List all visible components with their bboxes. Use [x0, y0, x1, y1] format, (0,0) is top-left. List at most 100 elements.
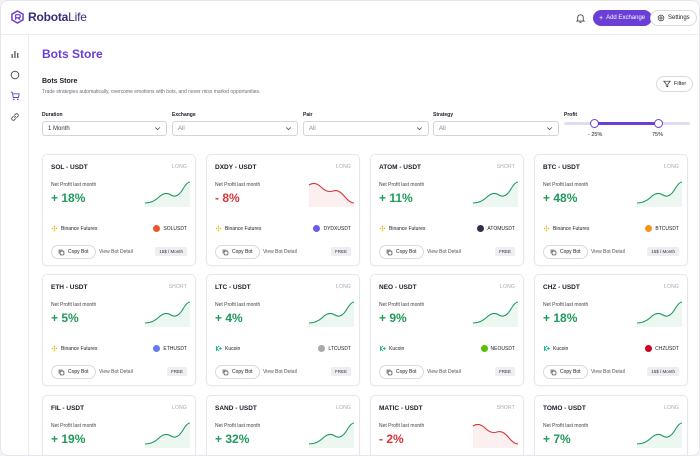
- copy-bot-button[interactable]: Copy Bot: [51, 245, 96, 259]
- bot-card-ltc-usdt[interactable]: LTC - USDT LONG Net Profit last month + 4% …: [206, 274, 360, 386]
- chevron-down-icon: [417, 127, 422, 131]
- filter-button[interactable]: Filter: [656, 76, 694, 92]
- bot-card-tomo-usdt[interactable]: TOMO - USDT LONG Net Profit last month + 7%: [534, 395, 688, 455]
- sidebar: [1, 35, 29, 455]
- kucoin-icon: [543, 345, 550, 352]
- bot-card-btc-usdt[interactable]: BTC - USDT LONG Net Profit last month + 48%…: [534, 154, 688, 266]
- pair-name: SOLUSDT: [163, 225, 187, 232]
- profit-sparkline: [472, 301, 519, 327]
- copy-bot-button[interactable]: Copy Bot: [51, 365, 96, 379]
- pair: ATOMUSDT: [477, 225, 515, 232]
- copy-icon: [550, 369, 557, 375]
- profit-sparkline: [308, 182, 355, 207]
- duration-select[interactable]: 1 Month: [42, 121, 167, 136]
- bot-profit: + 18%: [543, 311, 578, 325]
- settings-button[interactable]: Settings: [650, 10, 697, 26]
- circle-icon[interactable]: [10, 70, 20, 80]
- copy-bot-button[interactable]: Copy Bot: [543, 245, 588, 259]
- exchange-select[interactable]: All: [172, 121, 298, 136]
- add-exchange-button[interactable]: + Add Exchange: [593, 10, 653, 26]
- bot-direction: LONG: [336, 284, 351, 290]
- profit-label: Net Profit last month: [543, 302, 589, 308]
- bot-direction: SHORT: [168, 284, 187, 290]
- copy-icon: [58, 369, 65, 375]
- bot-card-sand-usdt[interactable]: SAND - USDT LONG Net Profit last month + 32…: [206, 395, 360, 455]
- price-badge: 15$ / Month: [647, 367, 679, 376]
- profit-label: Net Profit last month: [215, 302, 261, 308]
- logo-icon: [11, 10, 24, 24]
- bot-card-matic-usdt[interactable]: MATIC - USDT SHORT Net Profit last month - …: [370, 395, 524, 455]
- view-bot-detail-link[interactable]: View Bot Detail: [263, 249, 297, 255]
- bot-card-atom-usdt[interactable]: ATOM - USDT SHORT Net Profit last month + 1…: [370, 154, 524, 266]
- view-bot-detail-link[interactable]: View Bot Detail: [427, 249, 461, 255]
- profit-label: Net Profit last month: [51, 182, 97, 188]
- pair-select[interactable]: All: [303, 121, 429, 136]
- copy-bot-button[interactable]: Copy Bot: [379, 365, 424, 379]
- cart-icon[interactable]: [10, 91, 20, 101]
- binance-icon: [379, 225, 386, 232]
- exchange-label: Exchange: [172, 112, 196, 118]
- exchange: Binance Futures: [51, 225, 97, 232]
- logo[interactable]: RobotaLife: [11, 10, 87, 24]
- bot-title: ATOM - USDT: [379, 164, 422, 171]
- view-bot-detail-link[interactable]: View Bot Detail: [99, 369, 133, 375]
- exchange-name: Kucoin: [553, 345, 569, 352]
- bot-card-chz-usdt[interactable]: CHZ - USDT LONG Net Profit last month + 18%…: [534, 274, 688, 386]
- bot-card-eth-usdt[interactable]: ETH - USDT SHORT Net Profit last month + 5%…: [42, 274, 196, 386]
- copy-bot-label: Copy Bot: [68, 369, 89, 375]
- bot-profit: + 5%: [51, 311, 79, 325]
- profit-label: Net Profit last month: [379, 302, 425, 308]
- copy-bot-button[interactable]: Copy Bot: [379, 245, 424, 259]
- pair: ETHUSDT: [153, 345, 187, 352]
- bar-chart-icon[interactable]: [10, 49, 20, 59]
- profit-label: Net Profit last month: [379, 182, 425, 188]
- profit-label: Net Profit last month: [543, 423, 589, 429]
- bot-card-sol-usdt[interactable]: SOL - USDT LONG Net Profit last month + 18%…: [42, 154, 196, 266]
- profit-sparkline: [308, 301, 355, 327]
- copy-bot-label: Copy Bot: [396, 249, 417, 255]
- copy-bot-button[interactable]: Copy Bot: [215, 245, 260, 259]
- view-bot-detail-link[interactable]: View Bot Detail: [263, 369, 297, 375]
- duration-label: Duration: [42, 112, 63, 118]
- price-badge: FREE: [166, 367, 187, 376]
- copy-bot-label: Copy Bot: [232, 249, 253, 255]
- exchange: Binance Futures: [379, 225, 425, 232]
- profit-slider-min-handle[interactable]: [590, 119, 599, 128]
- bot-profit: + 19%: [51, 432, 86, 446]
- copy-bot-button[interactable]: Copy Bot: [543, 365, 588, 379]
- coin-icon: [480, 345, 488, 352]
- bot-title: ETH - USDT: [51, 284, 88, 291]
- profit-min-value: - 25%: [588, 132, 603, 138]
- price-badge: FREE: [330, 367, 351, 376]
- bot-title: FIL - USDT: [51, 405, 85, 412]
- profit-sparkline: [636, 301, 683, 327]
- bot-card-neo-usdt[interactable]: NEO - USDT LONG Net Profit last month + 9% …: [370, 274, 524, 386]
- pair-name: NEOUSDT: [490, 345, 515, 352]
- view-bot-detail-link[interactable]: View Bot Detail: [591, 249, 625, 255]
- view-bot-detail-link[interactable]: View Bot Detail: [591, 369, 625, 375]
- bot-card-dxdy-usdt[interactable]: DXDY - USDT LONG Net Profit last month - 8%…: [206, 154, 360, 266]
- profit-label: Net Profit last month: [51, 302, 97, 308]
- chevron-down-icon: [286, 127, 291, 131]
- price-badge: FREE: [330, 247, 351, 256]
- bot-card-fil-usdt[interactable]: FIL - USDT LONG Net Profit last month + 19%: [42, 395, 196, 455]
- chevron-down-icon: [547, 127, 552, 131]
- bell-icon[interactable]: [575, 12, 586, 24]
- section-subtitle: Trade strategies automatically, overcome…: [42, 89, 261, 95]
- bot-profit: + 11%: [379, 191, 413, 205]
- bot-direction: LONG: [336, 405, 351, 411]
- bot-title: MATIC - USDT: [379, 405, 423, 412]
- exchange-name: Binance Futures: [389, 225, 426, 232]
- strategy-select[interactable]: All: [433, 121, 559, 136]
- view-bot-detail-link[interactable]: View Bot Detail: [427, 369, 461, 375]
- link-icon[interactable]: [10, 112, 20, 122]
- kucoin-icon: [215, 345, 222, 352]
- settings-label: Settings: [668, 15, 690, 21]
- bot-direction: LONG: [172, 164, 187, 170]
- profit-slider-max-handle[interactable]: [654, 119, 663, 128]
- copy-bot-button[interactable]: Copy Bot: [215, 365, 260, 379]
- bot-title: LTC - USDT: [215, 284, 251, 291]
- profit-sparkline: [144, 301, 191, 327]
- view-bot-detail-link[interactable]: View Bot Detail: [99, 249, 133, 255]
